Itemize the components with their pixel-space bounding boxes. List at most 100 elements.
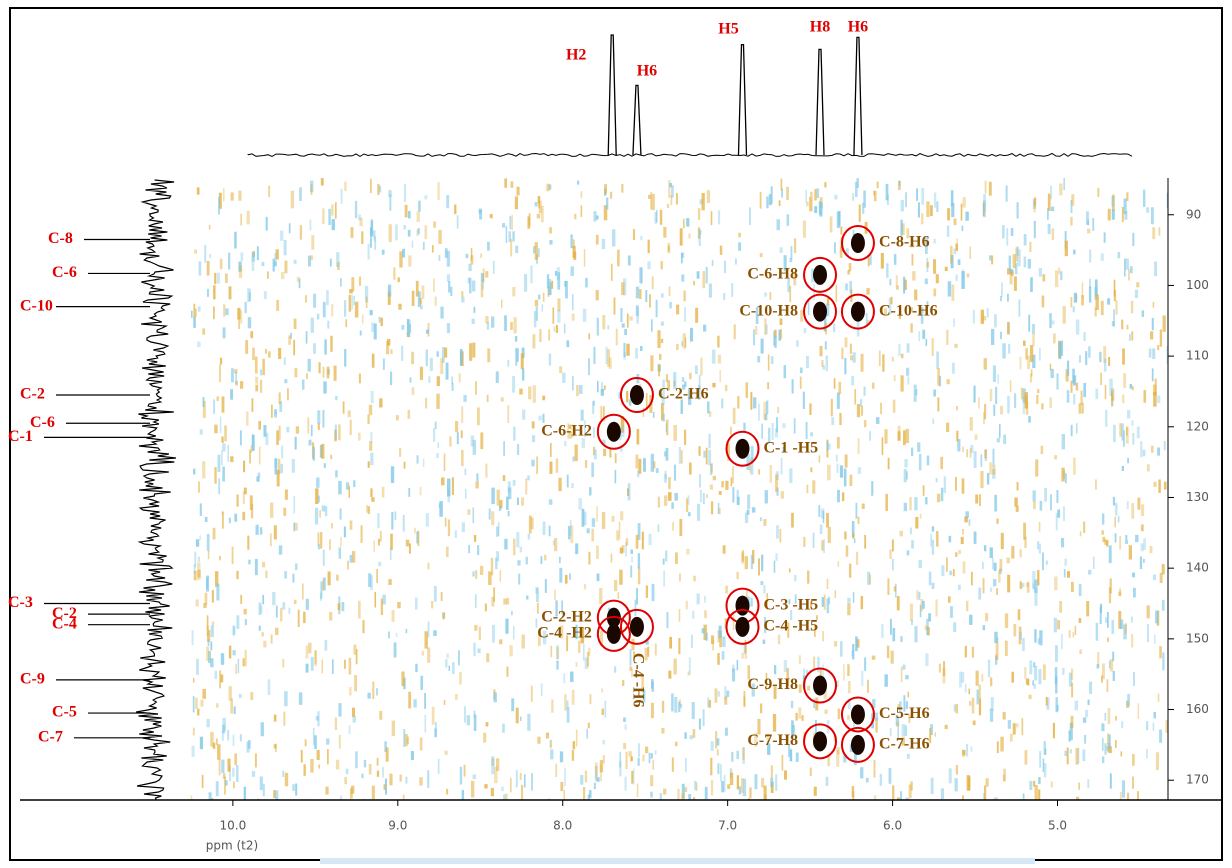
noise-streak bbox=[1020, 387, 1024, 400]
noise-streak bbox=[300, 749, 303, 763]
noise-streak bbox=[542, 521, 546, 536]
noise-streak bbox=[597, 380, 599, 393]
noise-streak bbox=[962, 749, 966, 756]
noise-streak bbox=[926, 262, 930, 268]
noise-streak bbox=[546, 183, 550, 192]
noise-streak bbox=[930, 205, 933, 216]
noise-streak bbox=[438, 503, 441, 509]
noise-streak bbox=[933, 259, 937, 274]
noise-streak bbox=[692, 610, 695, 619]
noise-streak bbox=[403, 728, 406, 747]
noise-streak bbox=[243, 460, 246, 473]
noise-streak bbox=[455, 420, 459, 433]
cross-peak bbox=[606, 623, 621, 644]
noise-streak bbox=[840, 226, 843, 235]
noise-streak bbox=[565, 280, 568, 299]
noise-streak bbox=[815, 615, 818, 620]
noise-streak bbox=[849, 474, 853, 486]
noise-streak bbox=[834, 640, 838, 647]
noise-streak bbox=[323, 381, 327, 394]
noise-streak bbox=[1084, 734, 1087, 744]
noise-streak bbox=[214, 467, 217, 484]
noise-streak bbox=[212, 742, 216, 749]
noise-streak bbox=[1016, 481, 1019, 491]
noise-streak bbox=[774, 329, 777, 338]
noise-streak bbox=[570, 671, 574, 682]
noise-streak bbox=[221, 511, 224, 529]
noise-streak bbox=[906, 228, 910, 239]
noise-streak bbox=[321, 178, 324, 186]
noise-streak bbox=[219, 357, 223, 365]
proton-peak bbox=[632, 84, 642, 156]
noise-streak bbox=[535, 618, 538, 628]
noise-streak bbox=[989, 462, 993, 475]
noise-streak bbox=[764, 318, 767, 336]
peak-ring bbox=[803, 256, 838, 293]
noise-streak bbox=[456, 215, 459, 229]
noise-streak bbox=[419, 305, 423, 310]
noise-streak bbox=[931, 526, 935, 532]
noise-streak bbox=[474, 624, 478, 631]
noise-streak bbox=[577, 640, 581, 653]
x-tick-label: 5.0 bbox=[1048, 819, 1067, 833]
proton-peak bbox=[737, 43, 748, 156]
noise-streak bbox=[367, 461, 370, 468]
noise-streak bbox=[557, 309, 561, 323]
noise-streak bbox=[1142, 189, 1146, 207]
noise-streak bbox=[221, 396, 225, 413]
noise-streak bbox=[1033, 200, 1036, 213]
noise-streak bbox=[692, 729, 696, 738]
noise-streak bbox=[936, 201, 939, 213]
noise-streak bbox=[242, 511, 246, 521]
noise-streak bbox=[1024, 666, 1027, 679]
noise-streak bbox=[538, 415, 542, 421]
noise-streak bbox=[899, 701, 902, 714]
noise-streak bbox=[1064, 558, 1068, 566]
noise-streak bbox=[629, 649, 632, 666]
noise-streak bbox=[992, 365, 997, 382]
noise-streak bbox=[850, 355, 853, 361]
peak-ring bbox=[840, 225, 875, 262]
noise-streak bbox=[896, 721, 900, 727]
noise-streak bbox=[464, 488, 467, 499]
noise-streak bbox=[602, 755, 605, 764]
noise-streak bbox=[379, 710, 383, 720]
cross-peak bbox=[629, 384, 644, 405]
noise-streak bbox=[953, 318, 955, 327]
noise-streak bbox=[975, 670, 979, 686]
noise-streak bbox=[318, 764, 320, 769]
noise-streak bbox=[548, 329, 550, 341]
noise-streak bbox=[655, 299, 658, 318]
noise-streak bbox=[214, 670, 218, 680]
noise-streak bbox=[1026, 581, 1030, 593]
noise-streak bbox=[678, 609, 681, 622]
noise-streak bbox=[193, 564, 196, 574]
noise-streak bbox=[981, 562, 984, 570]
y-tick-label: 100 bbox=[1186, 278, 1209, 292]
noise-streak bbox=[895, 275, 898, 287]
noise-streak bbox=[822, 510, 825, 523]
noise-streak bbox=[1121, 206, 1124, 223]
noise-streak bbox=[271, 404, 273, 418]
noise-streak bbox=[199, 503, 202, 516]
noise-streak bbox=[550, 749, 554, 760]
noise-streak bbox=[354, 200, 358, 219]
noise-streak bbox=[711, 259, 714, 266]
noise-streak bbox=[644, 648, 648, 661]
noise-streak bbox=[228, 645, 232, 659]
noise-streak bbox=[718, 507, 721, 515]
noise-streak bbox=[678, 638, 681, 655]
noise-streak bbox=[855, 636, 858, 652]
noise-streak bbox=[631, 668, 633, 678]
noise-streak bbox=[339, 278, 342, 287]
noise-streak bbox=[1121, 780, 1126, 798]
noise-streak bbox=[591, 462, 595, 478]
noise-streak bbox=[559, 751, 564, 763]
noise-streak bbox=[348, 725, 351, 735]
noise-streak bbox=[599, 630, 604, 647]
noise-streak bbox=[459, 766, 463, 785]
noise-streak bbox=[996, 741, 999, 754]
noise-streak bbox=[580, 205, 583, 217]
noise-streak bbox=[192, 727, 195, 736]
noise-streak bbox=[854, 389, 857, 405]
